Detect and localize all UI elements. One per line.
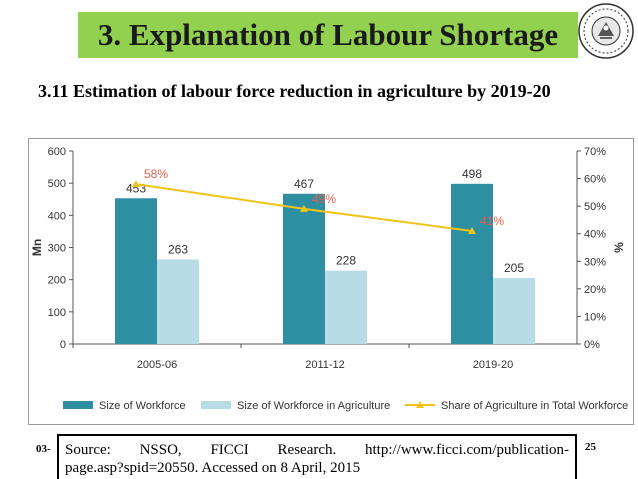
right-tick-label: 10% (584, 311, 606, 323)
left-tick-label: 400 (48, 210, 66, 222)
bar (283, 193, 325, 344)
legend-marker (416, 401, 424, 408)
source-word: FICCI (210, 442, 249, 458)
university-logo-icon (578, 3, 634, 59)
source-line-1: Source: NSSO, FICCI Research. http://www… (65, 441, 569, 459)
left-tick-label: 0 (60, 339, 66, 351)
bar-data-label: 228 (336, 254, 356, 268)
source-line-2: page.asp?spid=20550. Accessed on 8 April… (65, 460, 361, 476)
bar (451, 183, 493, 344)
right-tick-label: 0% (584, 339, 600, 351)
left-tick-label: 100 (48, 307, 66, 319)
page-number: 25 (585, 441, 596, 453)
x-tick-label: 2019-20 (473, 359, 513, 371)
bar (325, 270, 367, 344)
bar-data-label: 205 (504, 261, 524, 275)
left-tick-label: 500 (48, 178, 66, 190)
legend-label: Share of Agriculture in Total Workforce (441, 400, 628, 412)
x-tick-label: 2011-12 (305, 359, 345, 371)
source-word: Source: (65, 442, 111, 458)
source-note: Source: NSSO, FICCI Research. http://www… (57, 434, 577, 479)
bar (493, 278, 535, 344)
bar-data-label: 263 (168, 242, 188, 256)
share-point (132, 180, 140, 188)
share-data-label: 49% (312, 192, 336, 206)
chart-container: 0 100 200 300 400 500 600 Mn 0% 10% 20% 30% 40% 50% 60… (28, 138, 634, 425)
share-point (468, 226, 476, 234)
right-tick-label: 40% (584, 229, 606, 241)
workforce-chart: 0 100 200 300 400 500 600 Mn 0% 10% 20% 30% 40% 50% 60… (30, 146, 628, 412)
source-word: NSSO, (139, 442, 182, 458)
left-tick-label: 300 (48, 243, 66, 255)
x-tick-label: 2005-06 (137, 359, 177, 371)
right-tick-label: 30% (584, 256, 606, 268)
bar (115, 198, 157, 344)
bar-data-label: 467 (294, 177, 314, 191)
legend-swatch (201, 401, 231, 409)
right-tick-label: 70% (584, 146, 606, 158)
right-tick-label: 60% (584, 174, 606, 186)
y2-axis-title: % (612, 242, 626, 253)
title-banner: 3. Explanation of Labour Shortage (78, 12, 578, 58)
legend-swatch (63, 401, 93, 409)
source-word: Research. (277, 442, 337, 458)
footer-date: 03- (36, 443, 51, 455)
bar (157, 259, 199, 344)
left-tick-label: 600 (48, 146, 66, 158)
y-axis-title: Mn (30, 239, 44, 256)
left-tick-label: 200 (48, 275, 66, 287)
share-data-label: 41% (480, 214, 504, 228)
share-data-label: 58% (144, 167, 168, 181)
legend-label: Size of Workforce in Agriculture (237, 400, 390, 412)
legend-label: Size of Workforce (99, 400, 186, 412)
right-tick-label: 50% (584, 201, 606, 213)
slide-title: 3. Explanation of Labour Shortage (97, 17, 559, 52)
section-subtitle: 3.11 Estimation of labour force reductio… (38, 81, 551, 101)
share-point (300, 204, 308, 212)
source-url[interactable]: http://www.ficci.com/publication- (365, 442, 569, 458)
right-tick-label: 20% (584, 284, 606, 296)
bar-data-label: 498 (462, 167, 482, 181)
